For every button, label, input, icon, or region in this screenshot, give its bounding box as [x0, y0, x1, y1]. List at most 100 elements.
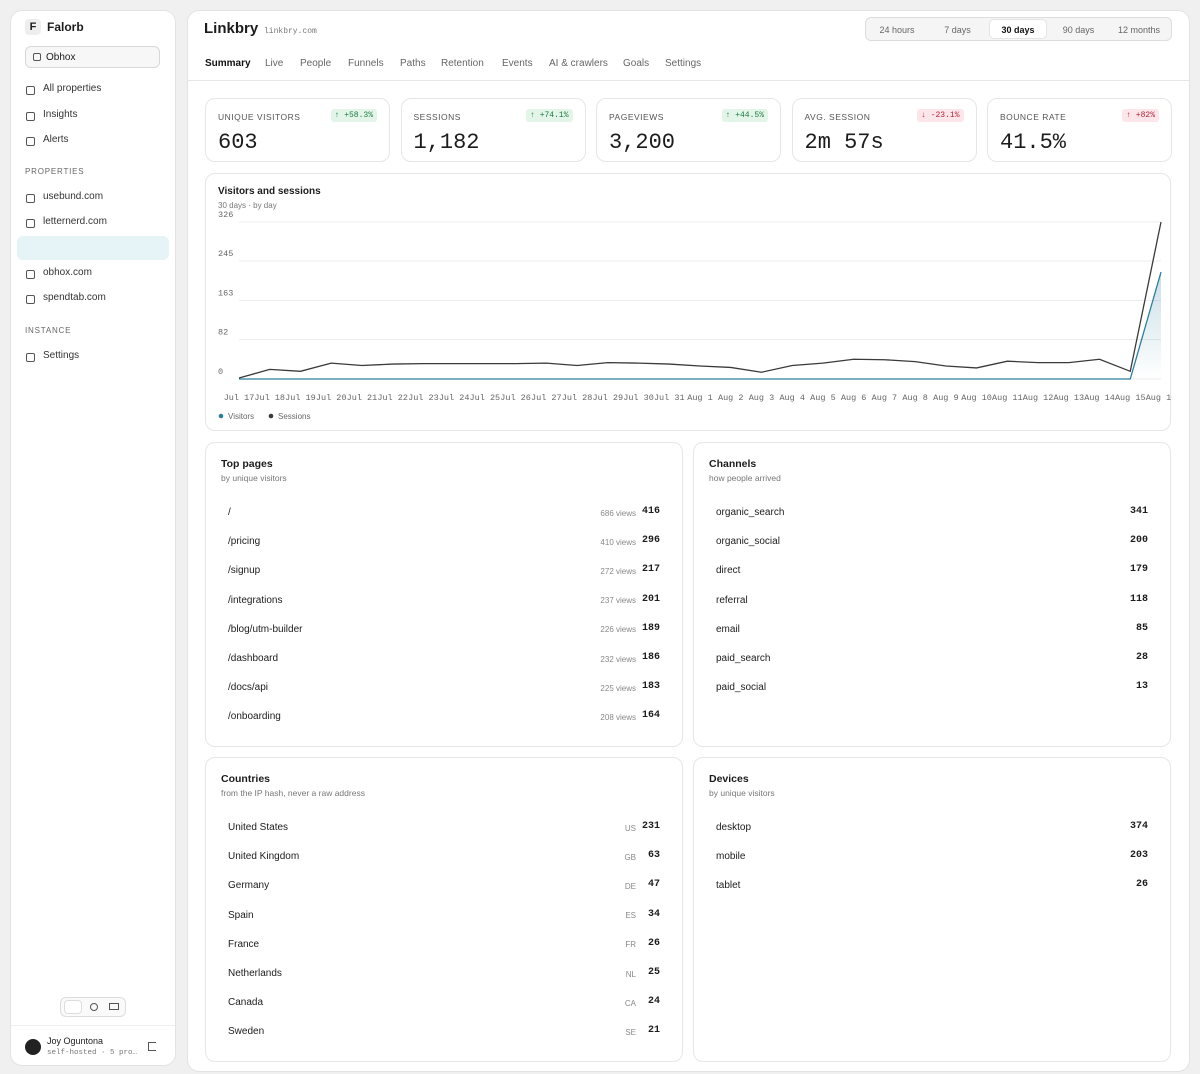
row-value: 118 [1129, 593, 1148, 605]
row-detail: 208 views [600, 712, 636, 722]
table-title: Channels [709, 458, 757, 470]
tab[interactable]: People [300, 58, 332, 69]
x-tick-label: Jul 21 [347, 393, 378, 403]
x-tick-label: Jul 30 [623, 393, 654, 403]
row-label: Canada [228, 997, 264, 1009]
nav-item[interactable]: obhox.com [43, 267, 92, 278]
row-value: 34 [647, 908, 660, 920]
row-value: 374 [1129, 821, 1148, 832]
row-detail: DE [624, 881, 636, 891]
range-button[interactable]: 90 days [1062, 25, 1095, 35]
nav-item[interactable]: All properties [43, 83, 102, 94]
nav-item[interactable]: Settings [43, 350, 80, 361]
row-detail: 272 views [600, 566, 636, 576]
stat-delta: ↑ +74.1% [526, 109, 573, 122]
table-card: Top pages by unique visitors / 686 views 416… [205, 442, 683, 747]
row-label: France [228, 938, 260, 950]
row-value: 179 [1129, 564, 1148, 576]
stat-value: 1,182 [413, 130, 480, 155]
workspace-icon [33, 53, 41, 61]
x-tick-label: Aug 2 [718, 393, 744, 403]
y-tick-label: 163 [218, 289, 233, 299]
y-tick-label: 0 [218, 367, 223, 377]
tab[interactable]: Live [265, 58, 284, 69]
range-button[interactable]: 24 hours [879, 25, 915, 35]
row-label: paid_social [716, 682, 767, 694]
nav-item[interactable]: letternerd.com [43, 216, 107, 227]
line [239, 271, 1162, 380]
stat-value: 3,200 [609, 130, 676, 155]
x-tick-label: Aug 4 [779, 393, 805, 403]
stat-delta: ↑ +58.3% [330, 109, 377, 122]
x-tick-label: Jul 31 [654, 393, 685, 403]
table-subtitle: by unique visitors [709, 788, 775, 798]
row-value: 47 [647, 879, 660, 891]
row-label: Germany [228, 880, 270, 892]
x-tick-label: Aug 6 [841, 393, 867, 403]
row-value: 25 [647, 967, 660, 978]
row-detail: 686 views [600, 508, 636, 518]
workspace-select[interactable]: Obhox [25, 46, 160, 68]
range-button[interactable]: 12 months [1117, 25, 1161, 35]
row-detail: 226 views [600, 625, 636, 635]
stat-label: PAGEVIEWS [609, 112, 664, 122]
row-label: paid_search [716, 653, 771, 664]
row-detail: CA [624, 998, 636, 1008]
tab[interactable]: Summary [205, 58, 251, 69]
tab[interactable]: Goals [623, 58, 650, 69]
selected-row[interactable] [17, 236, 169, 260]
table-subtitle: from the IP hash, never a raw address [221, 788, 365, 798]
row-label: tablet [716, 880, 741, 892]
row-value: 201 [641, 593, 660, 605]
stat-label: AVG. SESSION [804, 112, 871, 122]
stat-label: BOUNCE RATE [1000, 112, 1067, 122]
nav-item[interactable]: spendtab.com [43, 292, 106, 303]
logout-icon[interactable] [148, 1042, 156, 1051]
theme-light[interactable] [64, 1000, 82, 1014]
row-detail: NL [625, 969, 636, 979]
nav-icon [26, 353, 35, 362]
tab[interactable]: Retention [441, 58, 484, 69]
nav-item[interactable]: Alerts [43, 134, 69, 145]
row-value: 200 [1129, 535, 1148, 547]
nav-item[interactable]: Insights [43, 108, 78, 120]
table-title: Top pages [221, 458, 273, 470]
tab[interactable]: Funnels [348, 58, 384, 69]
tab[interactable]: Settings [665, 58, 702, 69]
theme-switcher[interactable] [60, 997, 126, 1017]
row-value: 13 [1135, 681, 1148, 693]
row-label: Sweden [228, 1026, 265, 1038]
user-meta: self-hosted · 5 pro… [47, 1049, 138, 1057]
y-tick-label: 326 [218, 210, 233, 220]
range-button[interactable]: 30 days [1001, 25, 1035, 35]
theme-dark[interactable] [90, 1003, 98, 1011]
stat-value: 603 [218, 130, 258, 155]
row-value: 203 [1129, 850, 1148, 862]
x-tick-label: Jul 17 [224, 393, 255, 403]
sidebar [10, 10, 176, 1066]
x-tick-label: Aug 15 [1115, 393, 1146, 403]
row-detail: 232 views [600, 654, 636, 664]
stat-card: PAGEVIEWS ↑ +44.5% 3,200 [596, 98, 781, 162]
row-detail: 225 views [600, 683, 636, 693]
stat-delta: ↑ +82% [1122, 109, 1159, 122]
row-detail: ES [625, 911, 636, 921]
x-tick-label: Jul 20 [316, 393, 347, 403]
x-tick-label: Aug 7 [872, 393, 898, 403]
x-tick-label: Jul 28 [562, 393, 593, 403]
row-value: 26 [1135, 879, 1148, 891]
x-tick-label: Aug 12 [1023, 393, 1054, 403]
theme-system[interactable] [109, 1003, 119, 1010]
tab[interactable]: Paths [400, 58, 426, 69]
tab[interactable]: AI & crawlers [549, 58, 608, 69]
table-card: Channels how people arrived organic_search… [693, 442, 1171, 747]
x-tick-label: Aug 5 [810, 393, 836, 403]
row-detail: 237 views [600, 596, 636, 606]
stat-card: UNIQUE VISITORS ↑ +58.3% 603 [205, 98, 390, 162]
table-card: Countries from the IP hash, never a raw a… [205, 757, 683, 1062]
row-detail: FR [625, 940, 636, 950]
tab[interactable]: Events [502, 58, 533, 69]
nav-item[interactable]: usebund.com [43, 191, 104, 202]
x-tick-label: Jul 26 [500, 393, 531, 403]
range-button[interactable]: 7 days [944, 25, 971, 35]
